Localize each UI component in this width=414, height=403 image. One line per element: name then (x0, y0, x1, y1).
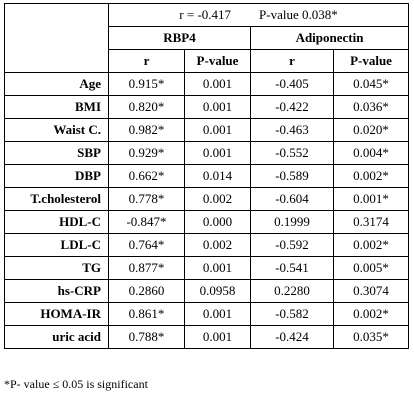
subheader-row: r P-value r P-value (5, 49, 410, 73)
cell-adiponectin-p-value: 0.002* (332, 164, 410, 188)
row-label: uric acid (4, 325, 109, 349)
table-row: DBP 0.662* 0.014 -0.589 0.002* (4, 164, 410, 188)
cell-rbp4-r: 0.982* (108, 118, 185, 142)
cell-rbp4-p-value: 0.002 (184, 187, 251, 211)
cell-rbp4-p-value: 0.014 (184, 164, 251, 188)
row-label: TG (4, 256, 109, 280)
row-label: BMI (4, 95, 109, 119)
cell-rbp4-r: 0.929* (108, 141, 185, 165)
row-label: HOMA-IR (4, 302, 109, 326)
cell-adiponectin-r: -0.422 (250, 95, 334, 119)
footnote: *P- value ≤ 0.05 is significant (4, 377, 148, 391)
cell-adiponectin-p-value: 0.020* (332, 118, 410, 142)
cell-rbp4-r: 0.662* (108, 164, 185, 188)
cell-rbp4-r: 0.764* (108, 233, 185, 257)
summary-row: r = -0.417 P-value 0.038* (4, 3, 410, 73)
cell-rbp4-r: 0.778* (108, 187, 185, 211)
cell-adiponectin-r: -0.589 (250, 164, 334, 188)
cell-rbp4-r: 0.915* (108, 72, 185, 96)
cell-adiponectin-r: -0.541 (250, 256, 334, 280)
row-label: Waist C. (4, 118, 109, 142)
cell-adiponectin-p-value: 0.036* (332, 95, 410, 119)
cell-rbp4-r: 0.820* (108, 95, 185, 119)
row-label: T.cholesterol (4, 187, 109, 211)
cell-adiponectin-r: -0.405 (250, 72, 334, 96)
table-row: T.cholesterol 0.778* 0.002 -0.604 0.001* (4, 187, 410, 211)
subheader-adiponectin-r: r (250, 49, 334, 73)
table-row: TG 0.877* 0.001 -0.541 0.005* (4, 256, 410, 280)
cell-adiponectin-p-value: 0.001* (332, 187, 410, 211)
cell-adiponectin-r: -0.424 (250, 325, 334, 349)
cell-rbp4-p-value: 0.0958 (184, 279, 251, 303)
cell-rbp4-p-value: 0.001 (184, 302, 251, 326)
cell-rbp4-p-value: 0.002 (184, 233, 251, 257)
table-row: LDL-C 0.764* 0.002 -0.592 0.002* (4, 233, 410, 257)
cell-adiponectin-r: 0.2280 (250, 279, 334, 303)
cell-adiponectin-r: -0.582 (250, 302, 334, 326)
correlation-table: r = -0.417 P-value 0.038* RBP4 Adiponecti… (4, 3, 410, 349)
row-label: HDL-C (4, 210, 109, 234)
group-header-row: RBP4 Adiponectin (5, 26, 410, 50)
cell-adiponectin-p-value: 0.3074 (332, 279, 410, 303)
cell-rbp4-r: 0.2860 (108, 279, 185, 303)
cell-adiponectin-p-value: 0.004* (332, 141, 410, 165)
group-header-adiponectin: Adiponectin (249, 26, 410, 50)
cell-rbp4-r: 0.877* (108, 256, 185, 280)
row-label: Age (4, 72, 109, 96)
cell-adiponectin-p-value: 0.045* (332, 72, 410, 96)
cell-rbp4-p-value: 0.001 (184, 95, 251, 119)
row-label: hs-CRP (4, 279, 109, 303)
cell-rbp4-r: -0.847* (108, 210, 185, 234)
cell-adiponectin-p-value: 0.002* (332, 302, 410, 326)
row-label: LDL-C (4, 233, 109, 257)
cell-adiponectin-r: -0.592 (250, 233, 334, 257)
summary-r-value: r = -0.417 (179, 7, 232, 22)
cell-rbp4-p-value: 0.001 (184, 325, 251, 349)
cell-adiponectin-r: -0.463 (250, 118, 334, 142)
table-row: Waist C. 0.982* 0.001 -0.463 0.020* (4, 118, 410, 142)
table-row: Age 0.915* 0.001 -0.405 0.045* (4, 72, 410, 96)
cell-adiponectin-r: 0.1999 (250, 210, 334, 234)
summary-cell: r = -0.417 P-value 0.038* (107, 3, 410, 27)
cell-rbp4-p-value: 0.000 (184, 210, 251, 234)
table-body: r = -0.417 P-value 0.038* RBP4 Adiponecti… (4, 3, 410, 349)
cell-rbp4-r: 0.861* (108, 302, 185, 326)
table-row: HOMA-IR 0.861* 0.001 -0.582 0.002* (4, 302, 410, 326)
table-row: hs-CRP 0.2860 0.0958 0.2280 0.3074 (4, 279, 410, 303)
table-row: uric acid 0.788* 0.001 -0.424 0.035* (4, 325, 410, 349)
cell-rbp4-p-value: 0.001 (184, 118, 251, 142)
subheader-rbp4-p-value: P-value (184, 49, 251, 73)
corner-cell (4, 3, 109, 73)
cell-adiponectin-p-value: 0.035* (332, 325, 410, 349)
cell-adiponectin-p-value: 0.005* (332, 256, 410, 280)
cell-rbp4-p-value: 0.001 (184, 256, 251, 280)
cell-adiponectin-p-value: 0.002* (332, 233, 410, 257)
group-header-rbp4: RBP4 (108, 26, 251, 50)
subheader-rbp4-r: r (108, 49, 185, 73)
cell-rbp4-p-value: 0.001 (184, 72, 251, 96)
cell-rbp4-p-value: 0.001 (184, 141, 251, 165)
row-label: SBP (4, 141, 109, 165)
cell-adiponectin-r: -0.604 (250, 187, 334, 211)
table-row: BMI 0.820* 0.001 -0.422 0.036* (4, 95, 410, 119)
summary-p-value: P-value 0.038* (259, 7, 338, 22)
cell-adiponectin-r: -0.552 (250, 141, 334, 165)
table-row: SBP 0.929* 0.001 -0.552 0.004* (4, 141, 410, 165)
table-row: HDL-C -0.847* 0.000 0.1999 0.3174 (4, 210, 410, 234)
cell-rbp4-r: 0.788* (108, 325, 185, 349)
row-label: DBP (4, 164, 109, 188)
subheader-adiponectin-p-value: P-value (332, 49, 410, 73)
cell-adiponectin-p-value: 0.3174 (332, 210, 410, 234)
